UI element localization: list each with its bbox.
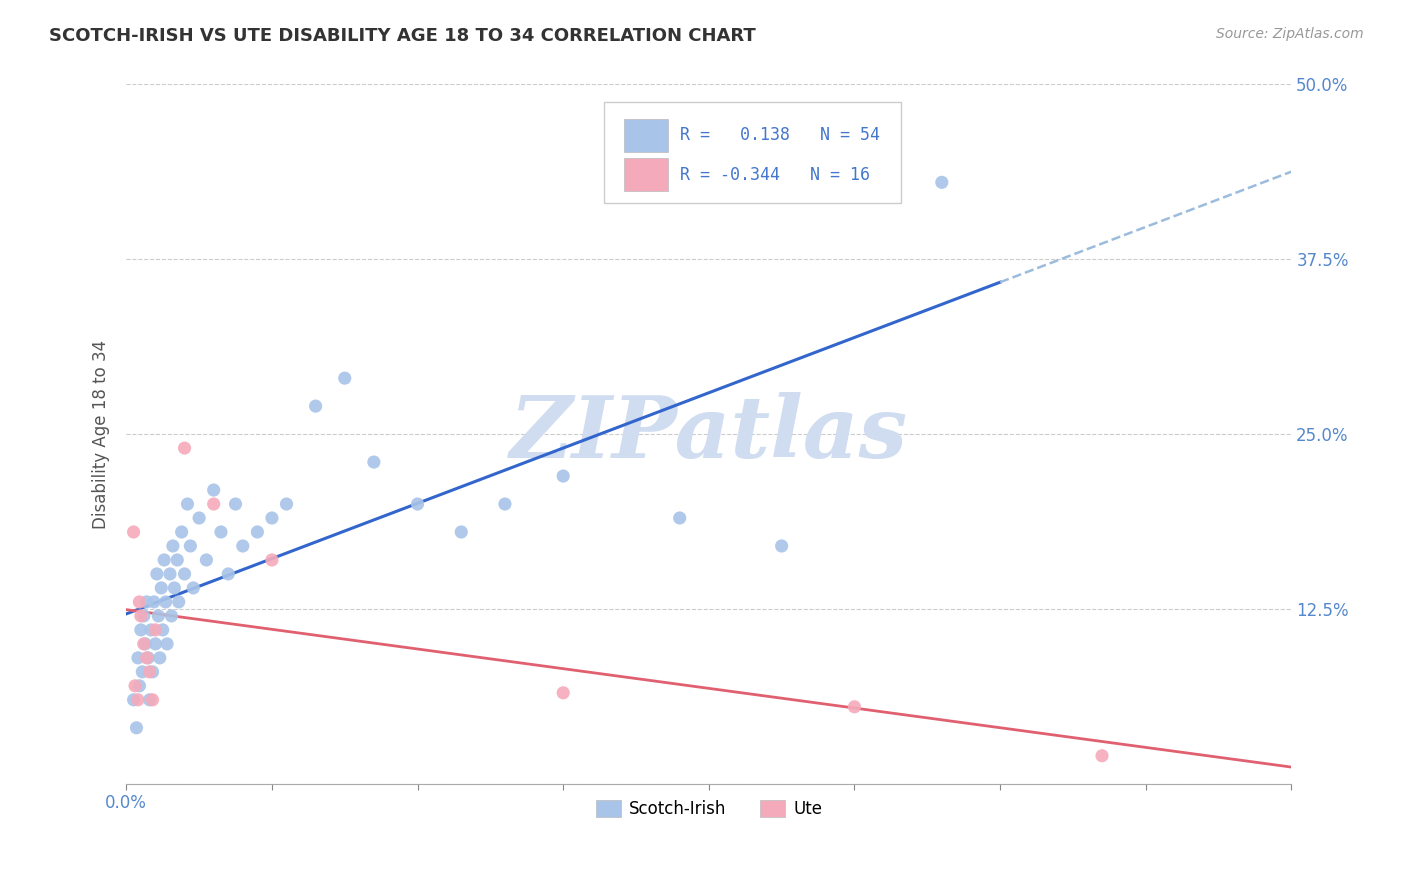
Point <box>129 608 152 623</box>
Point <box>145 637 167 651</box>
Text: SCOTCH-IRISH VS UTE DISABILITY AGE 18 TO 34 CORRELATION CHART: SCOTCH-IRISH VS UTE DISABILITY AGE 18 TO… <box>49 27 756 45</box>
Legend: Scotch-Irish, Ute: Scotch-Irish, Ute <box>589 793 828 824</box>
Point <box>125 721 148 735</box>
Point <box>156 637 179 651</box>
Point <box>122 693 145 707</box>
Point <box>217 566 239 581</box>
Point <box>132 637 155 651</box>
Point <box>152 623 174 637</box>
Point <box>135 595 157 609</box>
Point <box>150 581 173 595</box>
Point <box>1091 748 1114 763</box>
Point <box>134 637 156 651</box>
Text: Source: ZipAtlas.com: Source: ZipAtlas.com <box>1216 27 1364 41</box>
Point <box>166 553 188 567</box>
Point <box>844 699 866 714</box>
Point <box>153 553 176 567</box>
Text: ZIPatlas: ZIPatlas <box>510 392 908 475</box>
Point <box>246 524 269 539</box>
Point <box>668 511 690 525</box>
Point <box>450 524 472 539</box>
Point <box>138 665 160 679</box>
Point <box>553 686 575 700</box>
Point <box>494 497 516 511</box>
Point <box>202 497 225 511</box>
Point <box>260 553 283 567</box>
Point <box>129 623 152 637</box>
Point <box>160 608 183 623</box>
Point <box>553 469 575 483</box>
Point <box>276 497 298 511</box>
Point <box>173 566 195 581</box>
Bar <box>624 119 668 153</box>
Y-axis label: Disability Age 18 to 34: Disability Age 18 to 34 <box>93 340 110 529</box>
Point <box>162 539 184 553</box>
Point <box>141 693 163 707</box>
Point <box>163 581 186 595</box>
Point <box>406 497 429 511</box>
Point <box>202 483 225 497</box>
Point <box>146 566 169 581</box>
Point <box>143 595 166 609</box>
Point <box>173 441 195 455</box>
Point <box>124 679 146 693</box>
Point <box>333 371 356 385</box>
Point <box>136 651 159 665</box>
Point <box>167 595 190 609</box>
Bar <box>624 158 668 192</box>
Point <box>181 581 204 595</box>
Point <box>149 651 172 665</box>
Point <box>209 524 232 539</box>
Point <box>170 524 193 539</box>
Point <box>145 623 167 637</box>
Point <box>176 497 198 511</box>
Point <box>128 679 150 693</box>
Point <box>131 665 153 679</box>
Point <box>232 539 254 553</box>
FancyBboxPatch shape <box>605 102 901 203</box>
Point <box>155 595 177 609</box>
Point <box>138 693 160 707</box>
Point <box>179 539 201 553</box>
Point <box>159 566 181 581</box>
Point <box>128 595 150 609</box>
Text: R = -0.344   N = 16: R = -0.344 N = 16 <box>679 166 870 184</box>
Point <box>225 497 247 511</box>
Point <box>304 399 326 413</box>
Point <box>127 651 149 665</box>
Text: R =   0.138   N = 54: R = 0.138 N = 54 <box>679 127 880 145</box>
Point <box>148 608 170 623</box>
Point <box>188 511 211 525</box>
Point <box>139 623 162 637</box>
Point <box>122 524 145 539</box>
Point <box>127 693 149 707</box>
Point <box>141 665 163 679</box>
Point <box>260 511 283 525</box>
Point <box>135 651 157 665</box>
Point <box>770 539 793 553</box>
Point <box>132 608 155 623</box>
Point <box>195 553 218 567</box>
Point <box>931 175 953 189</box>
Point <box>363 455 385 469</box>
